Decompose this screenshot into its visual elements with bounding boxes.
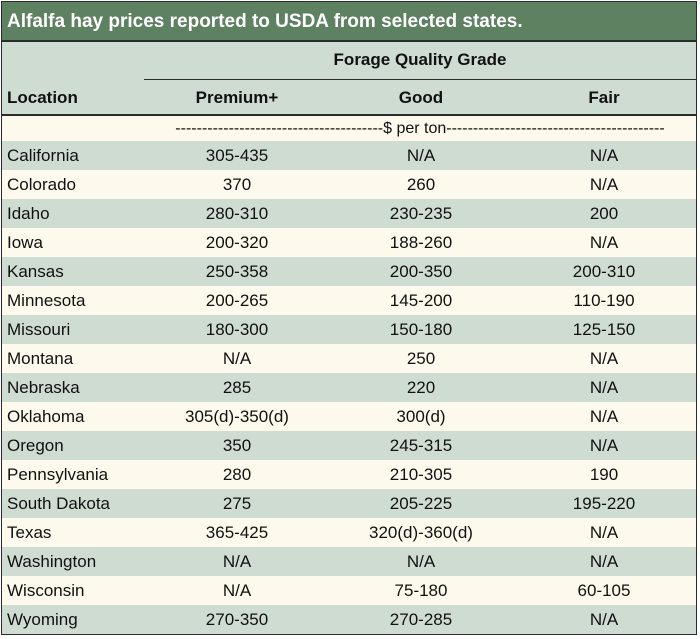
fair-cell: N/A <box>589 233 619 252</box>
table-row: Colorado 370 260 N/A <box>2 170 696 199</box>
location-cell: Iowa <box>7 233 43 252</box>
good-cell: 210-305 <box>389 465 453 484</box>
good-cell: 75-180 <box>394 581 448 600</box>
location-cell: Missouri <box>7 320 71 339</box>
forage-quality-grade-label: Forage Quality Grade <box>333 50 507 69</box>
table-body: California 305-435 N/A N/A Colorado 370 260 N/A… <box>2 141 696 634</box>
table-title: Alfalfa hay prices reported to USDA from… <box>2 2 696 42</box>
location-cell: Washington <box>7 552 97 571</box>
fair-cell: 110-190 <box>573 291 635 310</box>
table-row: Idaho 280-310 230-235 200 <box>2 199 696 228</box>
premium-cell: 280 <box>222 465 252 484</box>
table-row: Minnesota 200-265 145-200 110-190 <box>2 286 696 315</box>
fair-cell: 200-310 <box>572 262 636 281</box>
table-row: Iowa 200-320 188-260 N/A <box>2 228 696 257</box>
location-cell: Kansas <box>7 262 64 281</box>
premium-cell: 250-358 <box>205 262 269 281</box>
good-cell: 270-285 <box>389 610 453 629</box>
location-cell: Wisconsin <box>7 581 85 600</box>
good-cell: 200-350 <box>389 262 453 281</box>
premium-cell: 275 <box>222 494 252 513</box>
good-cell: 150-180 <box>389 320 453 339</box>
good-cell: N/A <box>406 146 436 165</box>
table-row: Kansas 250-358 200-350 200-310 <box>2 257 696 286</box>
premium-cell: N/A <box>222 581 252 600</box>
location-cell: Oregon <box>7 436 64 455</box>
table-row: Washington N/A N/A N/A <box>2 547 696 576</box>
table-row: Wyoming 270-350 270-285 N/A <box>2 605 696 634</box>
good-cell: N/A <box>406 552 436 571</box>
fair-cell: N/A <box>589 436 619 455</box>
premium-cell: N/A <box>222 552 252 571</box>
premium-column-header: Premium+ <box>195 88 279 107</box>
premium-cell: 365-425 <box>205 523 269 542</box>
table-row: Oklahoma 305(d)-350(d) 300(d) N/A <box>2 402 696 431</box>
premium-cell: 350 <box>222 436 252 455</box>
fair-cell: 60-105 <box>577 581 631 600</box>
location-cell: South Dakota <box>7 494 111 513</box>
location-cell: Wyoming <box>7 610 78 629</box>
premium-cell: 305(d)-350(d) <box>185 407 289 426</box>
fair-cell: N/A <box>589 146 619 165</box>
good-cell: 220 <box>406 378 436 397</box>
location-cell: Texas <box>7 523 52 542</box>
fair-cell: N/A <box>589 552 619 571</box>
location-cell: Pennsylvania <box>7 465 109 484</box>
good-cell: 205-225 <box>389 494 453 513</box>
location-cell: Colorado <box>7 175 76 194</box>
good-cell: 230-235 <box>389 204 453 223</box>
table-row: Oregon 350 245-315 N/A <box>2 431 696 460</box>
header-divider <box>144 79 696 80</box>
location-cell: Montana <box>7 349 74 368</box>
good-column-header: Good <box>398 88 444 107</box>
premium-cell: 200-320 <box>205 233 269 252</box>
table-row: South Dakota 275 205-225 195-220 <box>2 489 696 518</box>
table-row: Pennsylvania 280 210-305 190 <box>2 460 696 489</box>
fair-cell: N/A <box>589 378 619 397</box>
premium-cell: N/A <box>222 349 252 368</box>
location-column-header: Location <box>7 88 78 107</box>
fair-cell: 125-150 <box>572 320 636 339</box>
premium-cell: 270-350 <box>205 610 269 629</box>
table-row: Texas 365-425 320(d)-360(d) N/A <box>2 518 696 547</box>
premium-cell: 200-265 <box>205 291 269 310</box>
fair-cell: N/A <box>589 349 619 368</box>
premium-cell: 180-300 <box>205 320 269 339</box>
table-row: Nebraska 285 220 N/A <box>2 373 696 402</box>
good-cell: 260 <box>406 175 436 194</box>
fair-cell: 200 <box>589 204 619 223</box>
premium-cell: 370 <box>222 175 252 194</box>
good-cell: 300(d) <box>396 407 446 426</box>
good-cell: 250 <box>406 349 436 368</box>
table-header: Forage Quality Grade Location Premium+ G… <box>2 42 696 116</box>
units-label: ---------------------------------------$… <box>2 116 696 141</box>
good-cell: 145-200 <box>389 291 453 310</box>
fair-cell: 195-220 <box>572 494 636 513</box>
fair-cell: N/A <box>589 175 619 194</box>
fair-cell: N/A <box>589 407 619 426</box>
fair-cell: 190 <box>589 465 619 484</box>
fair-cell: N/A <box>589 610 619 629</box>
location-cell: Minnesota <box>7 291 86 310</box>
fair-column-header: Fair <box>588 88 620 107</box>
table-row: Missouri 180-300 150-180 125-150 <box>2 315 696 344</box>
good-cell: 188-260 <box>389 233 453 252</box>
location-cell: Idaho <box>7 204 50 223</box>
table-row: Montana N/A 250 N/A <box>2 344 696 373</box>
premium-cell: 305-435 <box>205 146 269 165</box>
table-row: California 305-435 N/A N/A <box>2 141 696 170</box>
good-cell: 245-315 <box>389 436 453 455</box>
good-cell: 320(d)-360(d) <box>369 523 473 542</box>
location-cell: Oklahoma <box>7 407 85 426</box>
location-cell: Nebraska <box>7 378 80 397</box>
table-row: Wisconsin N/A 75-180 60-105 <box>2 576 696 605</box>
premium-cell: 285 <box>222 378 252 397</box>
fair-cell: N/A <box>589 523 619 542</box>
location-cell: California <box>7 146 79 165</box>
premium-cell: 280-310 <box>205 204 269 223</box>
